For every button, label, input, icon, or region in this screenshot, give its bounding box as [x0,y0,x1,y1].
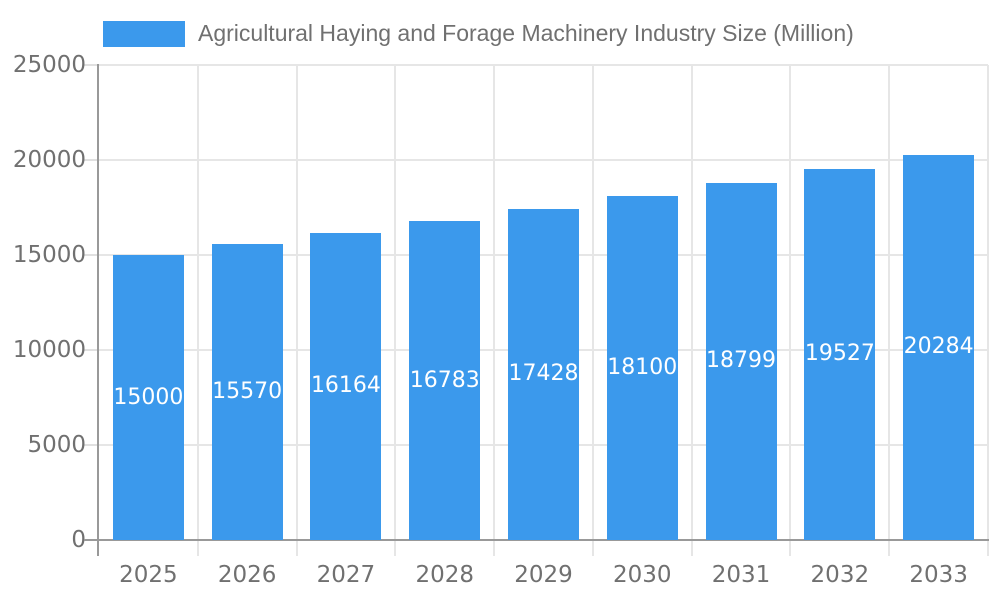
x-axis-line [84,539,989,541]
v-gridline [888,65,891,556]
y-axis-label: 15000 [12,242,86,268]
y-tick [84,254,99,256]
bar[interactable] [705,182,777,540]
v-gridline [987,65,989,556]
x-axis-label: 2030 [612,562,672,588]
y-axis-label: 10000 [12,337,86,363]
v-gridline [196,65,199,556]
y-tick [84,444,99,446]
y-axis-label: 25000 [12,52,86,78]
y-axis-label: 0 [71,527,86,553]
x-axis-label: 2028 [415,562,474,588]
v-gridline [295,65,298,556]
x-axis-label: 2031 [711,562,771,588]
bar[interactable] [606,196,678,540]
y-tick [84,64,99,66]
h-gridline [99,159,988,161]
bar[interactable] [903,154,975,540]
y-tick [84,349,99,351]
bar-value-label: 16783 [409,367,480,393]
v-gridline [591,65,594,556]
bar-value-label: 18799 [706,348,777,374]
y-axis-label: 5000 [27,432,86,458]
x-axis-label: 2026 [217,562,277,588]
x-axis-label: 2025 [119,562,178,588]
bar[interactable] [310,232,382,540]
bar-value-label: 15570 [212,379,283,405]
bar-value-label: 19527 [804,341,875,367]
x-axis-label: 2033 [909,562,968,588]
bar-value-label: 17428 [508,361,579,387]
y-axis-label: 20000 [12,147,86,173]
h-gridline [99,64,988,66]
bar-value-label: 16164 [310,373,381,399]
v-gridline [493,65,496,556]
v-gridline [789,65,792,556]
bar[interactable] [409,221,481,540]
legend-title: Agricultural Haying and Forage Machinery… [198,20,854,46]
bar[interactable] [508,208,579,540]
bar-value-label: 20284 [903,334,974,360]
bar[interactable] [112,255,184,540]
v-gridline [690,65,693,556]
legend-swatch-icon [103,21,185,47]
bar[interactable] [804,168,876,540]
y-axis-line [97,64,99,556]
bar-value-label: 18100 [607,355,678,381]
x-axis-label: 2029 [514,562,573,588]
x-axis-label: 2032 [810,562,870,588]
v-gridline [394,65,397,556]
x-axis-label: 2027 [316,562,376,588]
bar[interactable] [211,244,283,540]
y-tick [84,159,99,161]
bar-value-label: 15000 [113,384,184,410]
chart-legend[interactable]: Agricultural Haying and Forage Machinery… [103,17,854,49]
